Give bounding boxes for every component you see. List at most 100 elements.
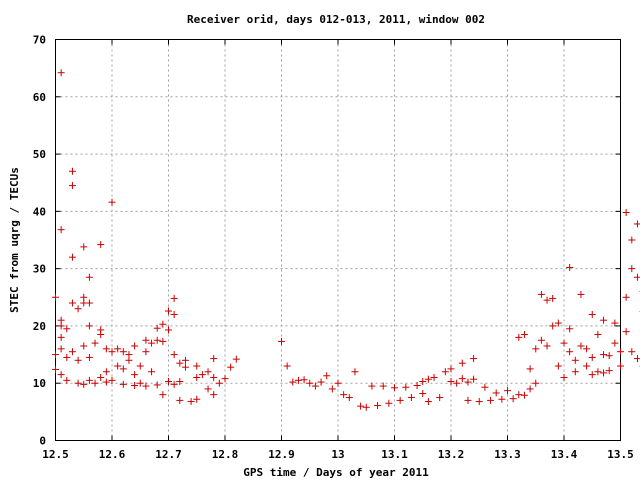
data-point-marker	[198, 371, 206, 379]
data-point-marker	[419, 390, 427, 398]
data-point-marker	[622, 293, 630, 301]
data-point-marker	[57, 371, 65, 379]
data-point-marker	[148, 339, 156, 347]
data-point-marker	[594, 331, 602, 339]
data-point-marker	[187, 398, 195, 406]
data-point-marker	[413, 382, 421, 390]
data-point-marker	[102, 378, 110, 386]
x-tick-label: 13.3	[494, 448, 521, 461]
data-point-marker	[537, 336, 545, 344]
x-tick-label: 13.4	[551, 448, 578, 461]
data-point-marker	[470, 375, 478, 383]
data-point-marker	[108, 376, 116, 384]
data-point-marker	[165, 377, 172, 385]
data-point-marker	[52, 365, 59, 373]
data-points	[52, 69, 640, 411]
data-point-marker	[80, 243, 88, 251]
data-point-marker	[68, 299, 76, 307]
data-point-marker	[232, 355, 240, 363]
data-point-marker	[57, 69, 65, 77]
data-point-marker	[278, 337, 285, 345]
data-point-marker	[176, 359, 184, 367]
data-point-marker	[57, 345, 65, 353]
data-point-marker	[600, 316, 608, 324]
data-point-marker	[142, 348, 150, 356]
data-point-marker	[351, 368, 359, 376]
data-point-marker	[345, 394, 353, 402]
data-point-marker	[396, 396, 404, 404]
data-point-marker	[368, 382, 376, 390]
data-point-marker	[131, 382, 139, 390]
data-point-marker	[328, 385, 336, 393]
data-point-marker	[520, 331, 528, 339]
data-point-marker	[617, 362, 624, 370]
x-tick-label: 13	[331, 448, 344, 461]
grid-lines	[55, 39, 621, 441]
data-point-marker	[142, 382, 150, 390]
data-point-marker	[419, 377, 427, 385]
data-point-marker	[97, 241, 105, 249]
data-point-marker	[159, 320, 167, 328]
data-point-marker	[114, 362, 122, 370]
data-point-marker	[170, 310, 178, 318]
data-point-marker	[102, 345, 110, 353]
data-point-marker	[600, 369, 608, 377]
x-tick-label: 13.1	[381, 448, 408, 461]
data-point-marker	[68, 348, 76, 356]
data-point-marker	[181, 363, 189, 371]
data-point-marker	[114, 345, 122, 353]
data-point-marker	[560, 373, 568, 381]
x-tick-label: 12.8	[212, 448, 239, 461]
data-point-marker	[108, 348, 116, 356]
data-point-marker	[148, 368, 156, 376]
data-point-marker	[165, 326, 172, 334]
data-point-marker	[526, 365, 534, 373]
data-point-marker	[611, 319, 619, 327]
data-point-marker	[125, 356, 133, 364]
data-point-marker	[566, 348, 574, 356]
data-point-marker	[159, 337, 167, 345]
data-point-marker	[470, 355, 478, 363]
data-point-marker	[170, 351, 178, 359]
data-point-marker	[402, 383, 410, 391]
data-point-marker	[323, 372, 331, 380]
data-point-marker	[543, 342, 551, 350]
data-point-marker	[594, 368, 602, 376]
data-point-marker	[464, 378, 472, 386]
data-point-marker	[97, 331, 105, 339]
data-point-marker	[52, 351, 59, 359]
data-point-marker	[283, 362, 291, 370]
x-tick-label: 13.2	[438, 448, 465, 461]
data-point-marker	[210, 391, 218, 399]
data-point-marker	[357, 402, 365, 410]
data-point-marker	[498, 395, 506, 403]
data-point-marker	[74, 379, 82, 387]
data-point-marker	[85, 322, 93, 330]
data-point-marker	[74, 305, 82, 313]
data-point-marker	[628, 265, 636, 273]
data-point-marker	[131, 342, 139, 350]
data-point-marker	[300, 376, 308, 384]
y-tick-label: 0	[39, 435, 46, 448]
data-point-marker	[306, 379, 314, 387]
data-point-marker	[453, 379, 461, 387]
y-tick-label: 60	[33, 91, 46, 104]
data-point-marker	[170, 294, 178, 302]
data-point-marker	[80, 342, 88, 350]
y-tick-label: 50	[33, 148, 46, 161]
data-point-marker	[193, 362, 201, 370]
data-point-marker	[91, 339, 99, 347]
data-point-marker	[317, 378, 325, 386]
data-point-marker	[554, 362, 562, 370]
data-point-marker	[560, 339, 568, 347]
data-point-marker	[430, 373, 438, 381]
data-point-marker	[57, 226, 65, 234]
data-point-marker	[633, 220, 640, 228]
data-point-marker	[210, 355, 218, 363]
data-point-marker	[520, 391, 528, 399]
data-point-marker	[204, 385, 212, 393]
data-point-marker	[549, 294, 557, 302]
data-point-marker	[554, 319, 562, 327]
data-point-marker	[68, 182, 76, 190]
